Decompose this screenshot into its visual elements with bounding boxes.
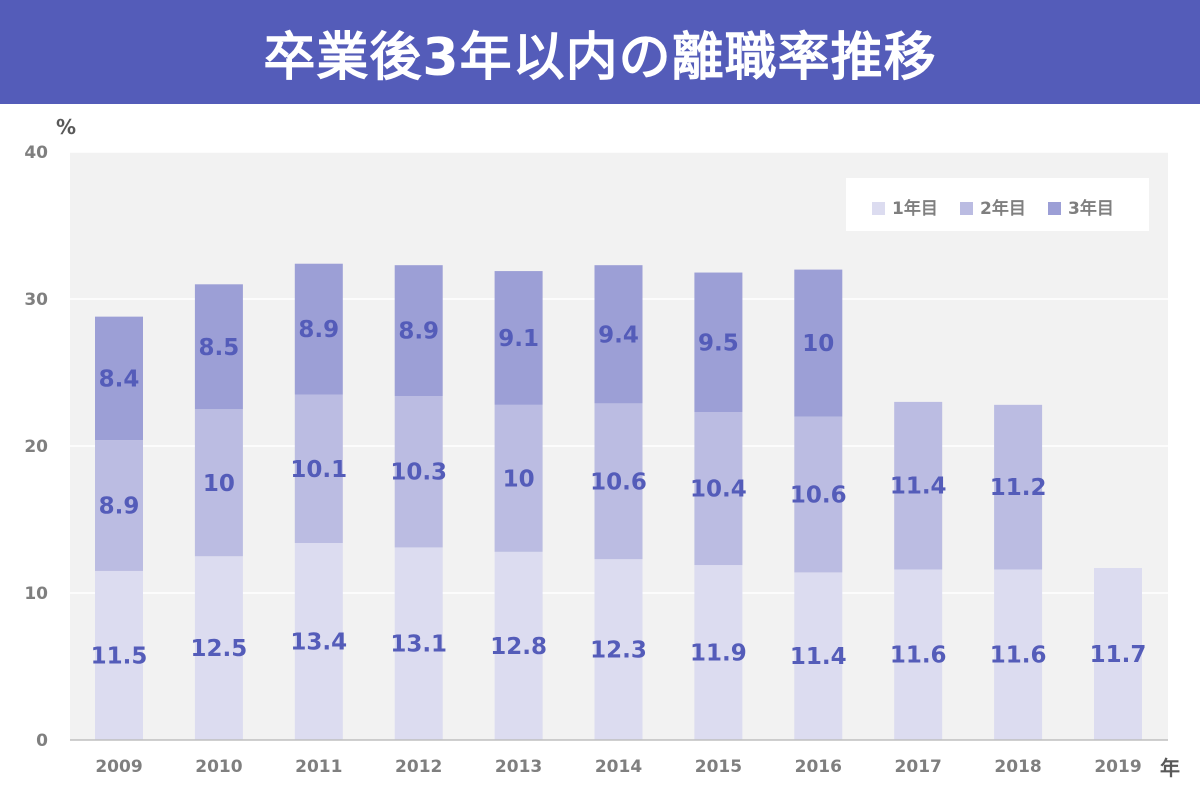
- bar-segment: [394, 396, 443, 548]
- data-label: 10: [503, 466, 535, 492]
- bar-segment: [394, 547, 443, 740]
- data-label: 10: [203, 471, 235, 497]
- data-label: 12.5: [191, 636, 248, 662]
- x-tick-label: 2019: [1094, 757, 1141, 777]
- x-tick-label: 2018: [994, 757, 1041, 777]
- bar-segment: [694, 412, 743, 566]
- legend-label: 3年目: [1068, 198, 1114, 219]
- data-labels: 11.5 8.9 8.4 12.5 10 8.5 13.4 10.1 8.9 13.1 10.3 8.…: [91, 317, 1147, 670]
- data-label: 8.9: [99, 494, 140, 520]
- bar-segment: [95, 316, 143, 441]
- bar-segment: [194, 409, 243, 557]
- x-axis-unit: 年: [1160, 756, 1180, 780]
- legend-swatch: [960, 202, 973, 215]
- bar-segment: [294, 263, 343, 395]
- data-label: 10.3: [390, 460, 447, 486]
- data-label: 9.4: [598, 322, 639, 348]
- x-tick-label: 2011: [295, 757, 342, 777]
- data-label: 11.6: [890, 643, 947, 669]
- data-label: 8.4: [99, 366, 140, 392]
- title-banner: 卒業後3年以内の離職率推移: [0, 0, 1200, 104]
- bar-segment: [994, 404, 1043, 570]
- y-tick-label: 10: [24, 584, 48, 604]
- legend: 1年目 2年目 3年目: [846, 178, 1149, 231]
- data-label: 11.5: [91, 643, 148, 669]
- axes: 0 10 20 30 40% 2009 2010 2011 2012 2013 2014 2015 20…: [24, 115, 1180, 780]
- data-label: 11.4: [890, 474, 947, 500]
- data-label: 11.6: [990, 643, 1047, 669]
- data-label: 11.7: [1090, 642, 1147, 668]
- bar-segment: [894, 401, 943, 570]
- x-tick-label: 2017: [895, 757, 942, 777]
- bar-segment: [494, 551, 543, 740]
- bar-segment: [294, 543, 343, 740]
- y-axis-unit: %: [56, 115, 76, 139]
- y-tick-label: 0: [36, 731, 48, 751]
- x-tick-label: 2014: [595, 757, 642, 777]
- bar-segment: [894, 569, 943, 740]
- data-label: 10.6: [790, 483, 847, 509]
- x-tick-label: 2009: [95, 757, 142, 777]
- data-label: 11.4: [790, 644, 847, 670]
- y-tick-label: 20: [24, 437, 48, 457]
- stacked-bar-chart: 11.5 8.9 8.4 12.5 10 8.5 13.4 10.1 8.9 13.1 10.3 8.…: [24, 115, 1180, 780]
- data-label: 13.1: [390, 632, 447, 658]
- data-label: 9.1: [498, 326, 539, 352]
- data-label: 10.1: [290, 457, 347, 483]
- data-label: 9.5: [698, 330, 739, 356]
- bar-segment: [95, 570, 143, 740]
- bars: [95, 263, 1142, 740]
- bar-segment: [594, 559, 643, 740]
- bar-segment: [794, 572, 843, 740]
- y-tick-label: 30: [24, 290, 48, 310]
- bar-segment: [394, 265, 443, 397]
- x-tick-label: 2010: [195, 757, 242, 777]
- data-label: 11.9: [690, 641, 747, 667]
- data-label: 10.6: [590, 469, 647, 495]
- bar-segment: [594, 265, 643, 404]
- bar-segment: [594, 403, 643, 560]
- data-label: 8.9: [398, 319, 439, 345]
- bar-segment: [494, 404, 543, 552]
- bar-segment: [694, 565, 743, 740]
- bar-segment: [194, 556, 243, 740]
- bar-segment: [1094, 568, 1142, 740]
- bar-segment: [794, 269, 843, 417]
- legend-box: [846, 178, 1149, 231]
- y-tick-label: 40: [24, 143, 48, 163]
- bar-segment: [194, 284, 243, 410]
- bar-segment: [994, 569, 1043, 740]
- data-label: 12.8: [490, 634, 547, 660]
- bar-segment: [794, 416, 843, 573]
- legend-swatch: [872, 202, 885, 215]
- data-label: 8.9: [298, 317, 339, 343]
- bar-segment: [694, 272, 743, 413]
- bar-segment: [95, 440, 143, 571]
- x-tick-label: 2012: [395, 757, 442, 777]
- data-label: 11.2: [990, 475, 1047, 501]
- x-tick-label: 2016: [795, 757, 842, 777]
- x-tick-label: 2015: [695, 757, 742, 777]
- data-label: 12.3: [590, 638, 647, 664]
- x-tick-label: 2013: [495, 757, 542, 777]
- data-label: 13.4: [290, 630, 347, 656]
- legend-swatch: [1048, 202, 1061, 215]
- legend-label: 2年目: [980, 198, 1026, 219]
- bar-segment: [494, 271, 543, 405]
- data-label: 10.4: [690, 477, 747, 503]
- chart-title: 卒業後3年以内の離職率推移: [263, 27, 937, 88]
- data-label: 10: [802, 331, 834, 357]
- legend-label: 1年目: [892, 198, 938, 219]
- bar-segment: [294, 394, 343, 544]
- data-label: 8.5: [199, 335, 240, 361]
